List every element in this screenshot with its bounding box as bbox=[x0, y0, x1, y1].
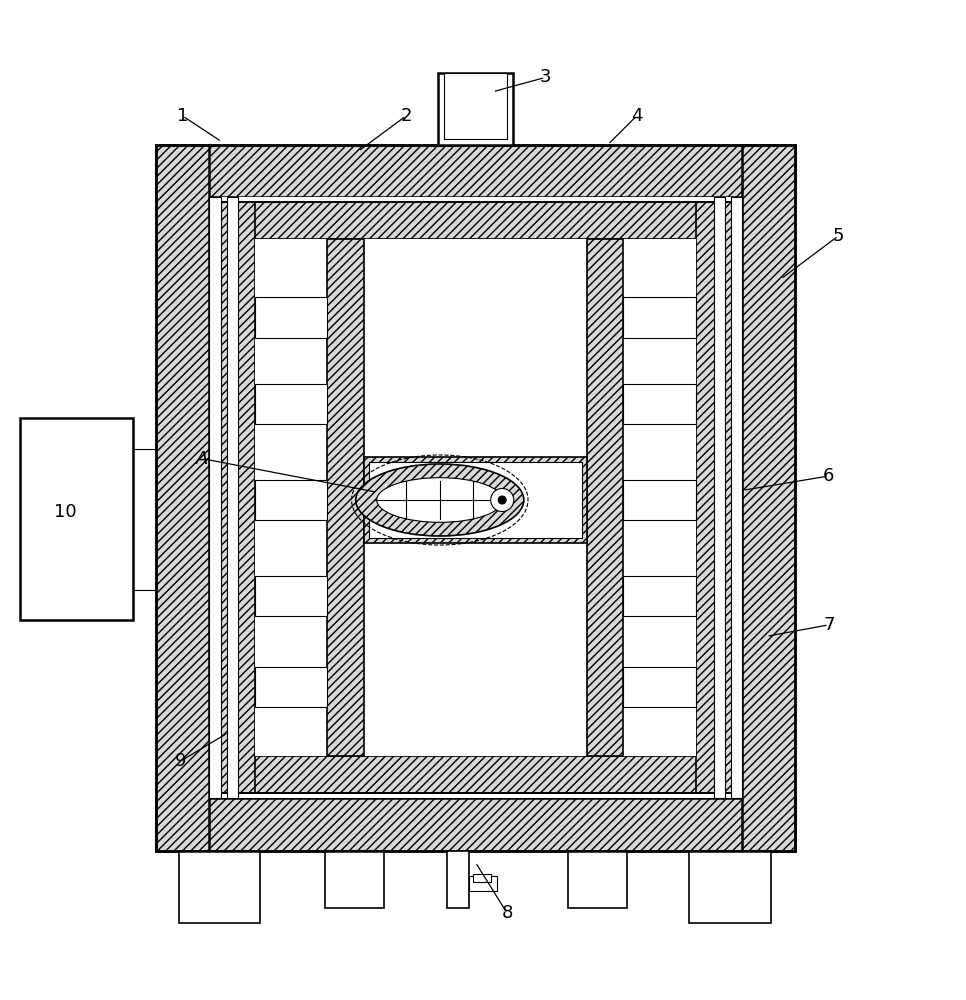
Circle shape bbox=[491, 488, 514, 512]
Text: 4: 4 bbox=[631, 107, 642, 125]
Bar bbox=[623, 297, 696, 338]
Bar bbox=[210, 197, 742, 798]
Bar bbox=[623, 384, 696, 424]
Bar bbox=[364, 239, 586, 756]
Bar bbox=[255, 239, 327, 756]
Text: 7: 7 bbox=[823, 616, 835, 634]
Bar bbox=[156, 145, 795, 851]
Bar bbox=[586, 239, 623, 756]
Bar bbox=[255, 239, 696, 756]
Ellipse shape bbox=[377, 478, 503, 522]
Bar bbox=[369, 462, 582, 538]
Text: 1: 1 bbox=[177, 107, 188, 125]
Bar bbox=[327, 239, 364, 756]
Bar bbox=[156, 145, 795, 197]
Bar bbox=[438, 73, 513, 145]
Text: 8: 8 bbox=[501, 904, 513, 922]
Bar bbox=[447, 851, 469, 908]
Text: 3: 3 bbox=[540, 68, 552, 86]
Bar bbox=[469, 876, 497, 891]
Bar bbox=[219, 202, 255, 793]
Bar bbox=[623, 239, 696, 756]
Bar bbox=[623, 480, 696, 520]
Text: 6: 6 bbox=[823, 467, 835, 485]
Bar bbox=[219, 202, 733, 793]
Text: 2: 2 bbox=[401, 107, 412, 125]
Text: 10: 10 bbox=[54, 503, 76, 521]
Bar bbox=[742, 145, 795, 851]
Bar bbox=[255, 667, 327, 707]
Bar bbox=[156, 798, 795, 851]
Bar bbox=[731, 197, 742, 798]
Bar bbox=[255, 576, 327, 616]
Bar bbox=[179, 851, 260, 923]
Bar bbox=[255, 297, 327, 338]
Bar bbox=[219, 202, 733, 239]
Bar bbox=[255, 480, 327, 520]
Bar bbox=[473, 874, 491, 882]
Bar bbox=[714, 197, 725, 798]
Bar bbox=[623, 576, 696, 616]
Ellipse shape bbox=[355, 464, 524, 536]
Bar bbox=[20, 418, 133, 620]
Text: A: A bbox=[196, 450, 209, 468]
Bar bbox=[690, 851, 771, 923]
Bar bbox=[443, 73, 507, 139]
Bar bbox=[156, 145, 210, 851]
Bar bbox=[364, 457, 586, 543]
Bar bbox=[623, 667, 696, 707]
Circle shape bbox=[498, 496, 506, 504]
Bar bbox=[227, 197, 238, 798]
Text: 5: 5 bbox=[833, 227, 844, 245]
Bar bbox=[219, 756, 733, 793]
Text: 9: 9 bbox=[175, 752, 186, 770]
Bar bbox=[210, 197, 221, 798]
Bar bbox=[325, 851, 384, 908]
Bar bbox=[567, 851, 627, 908]
Bar bbox=[696, 202, 733, 793]
Bar bbox=[255, 384, 327, 424]
